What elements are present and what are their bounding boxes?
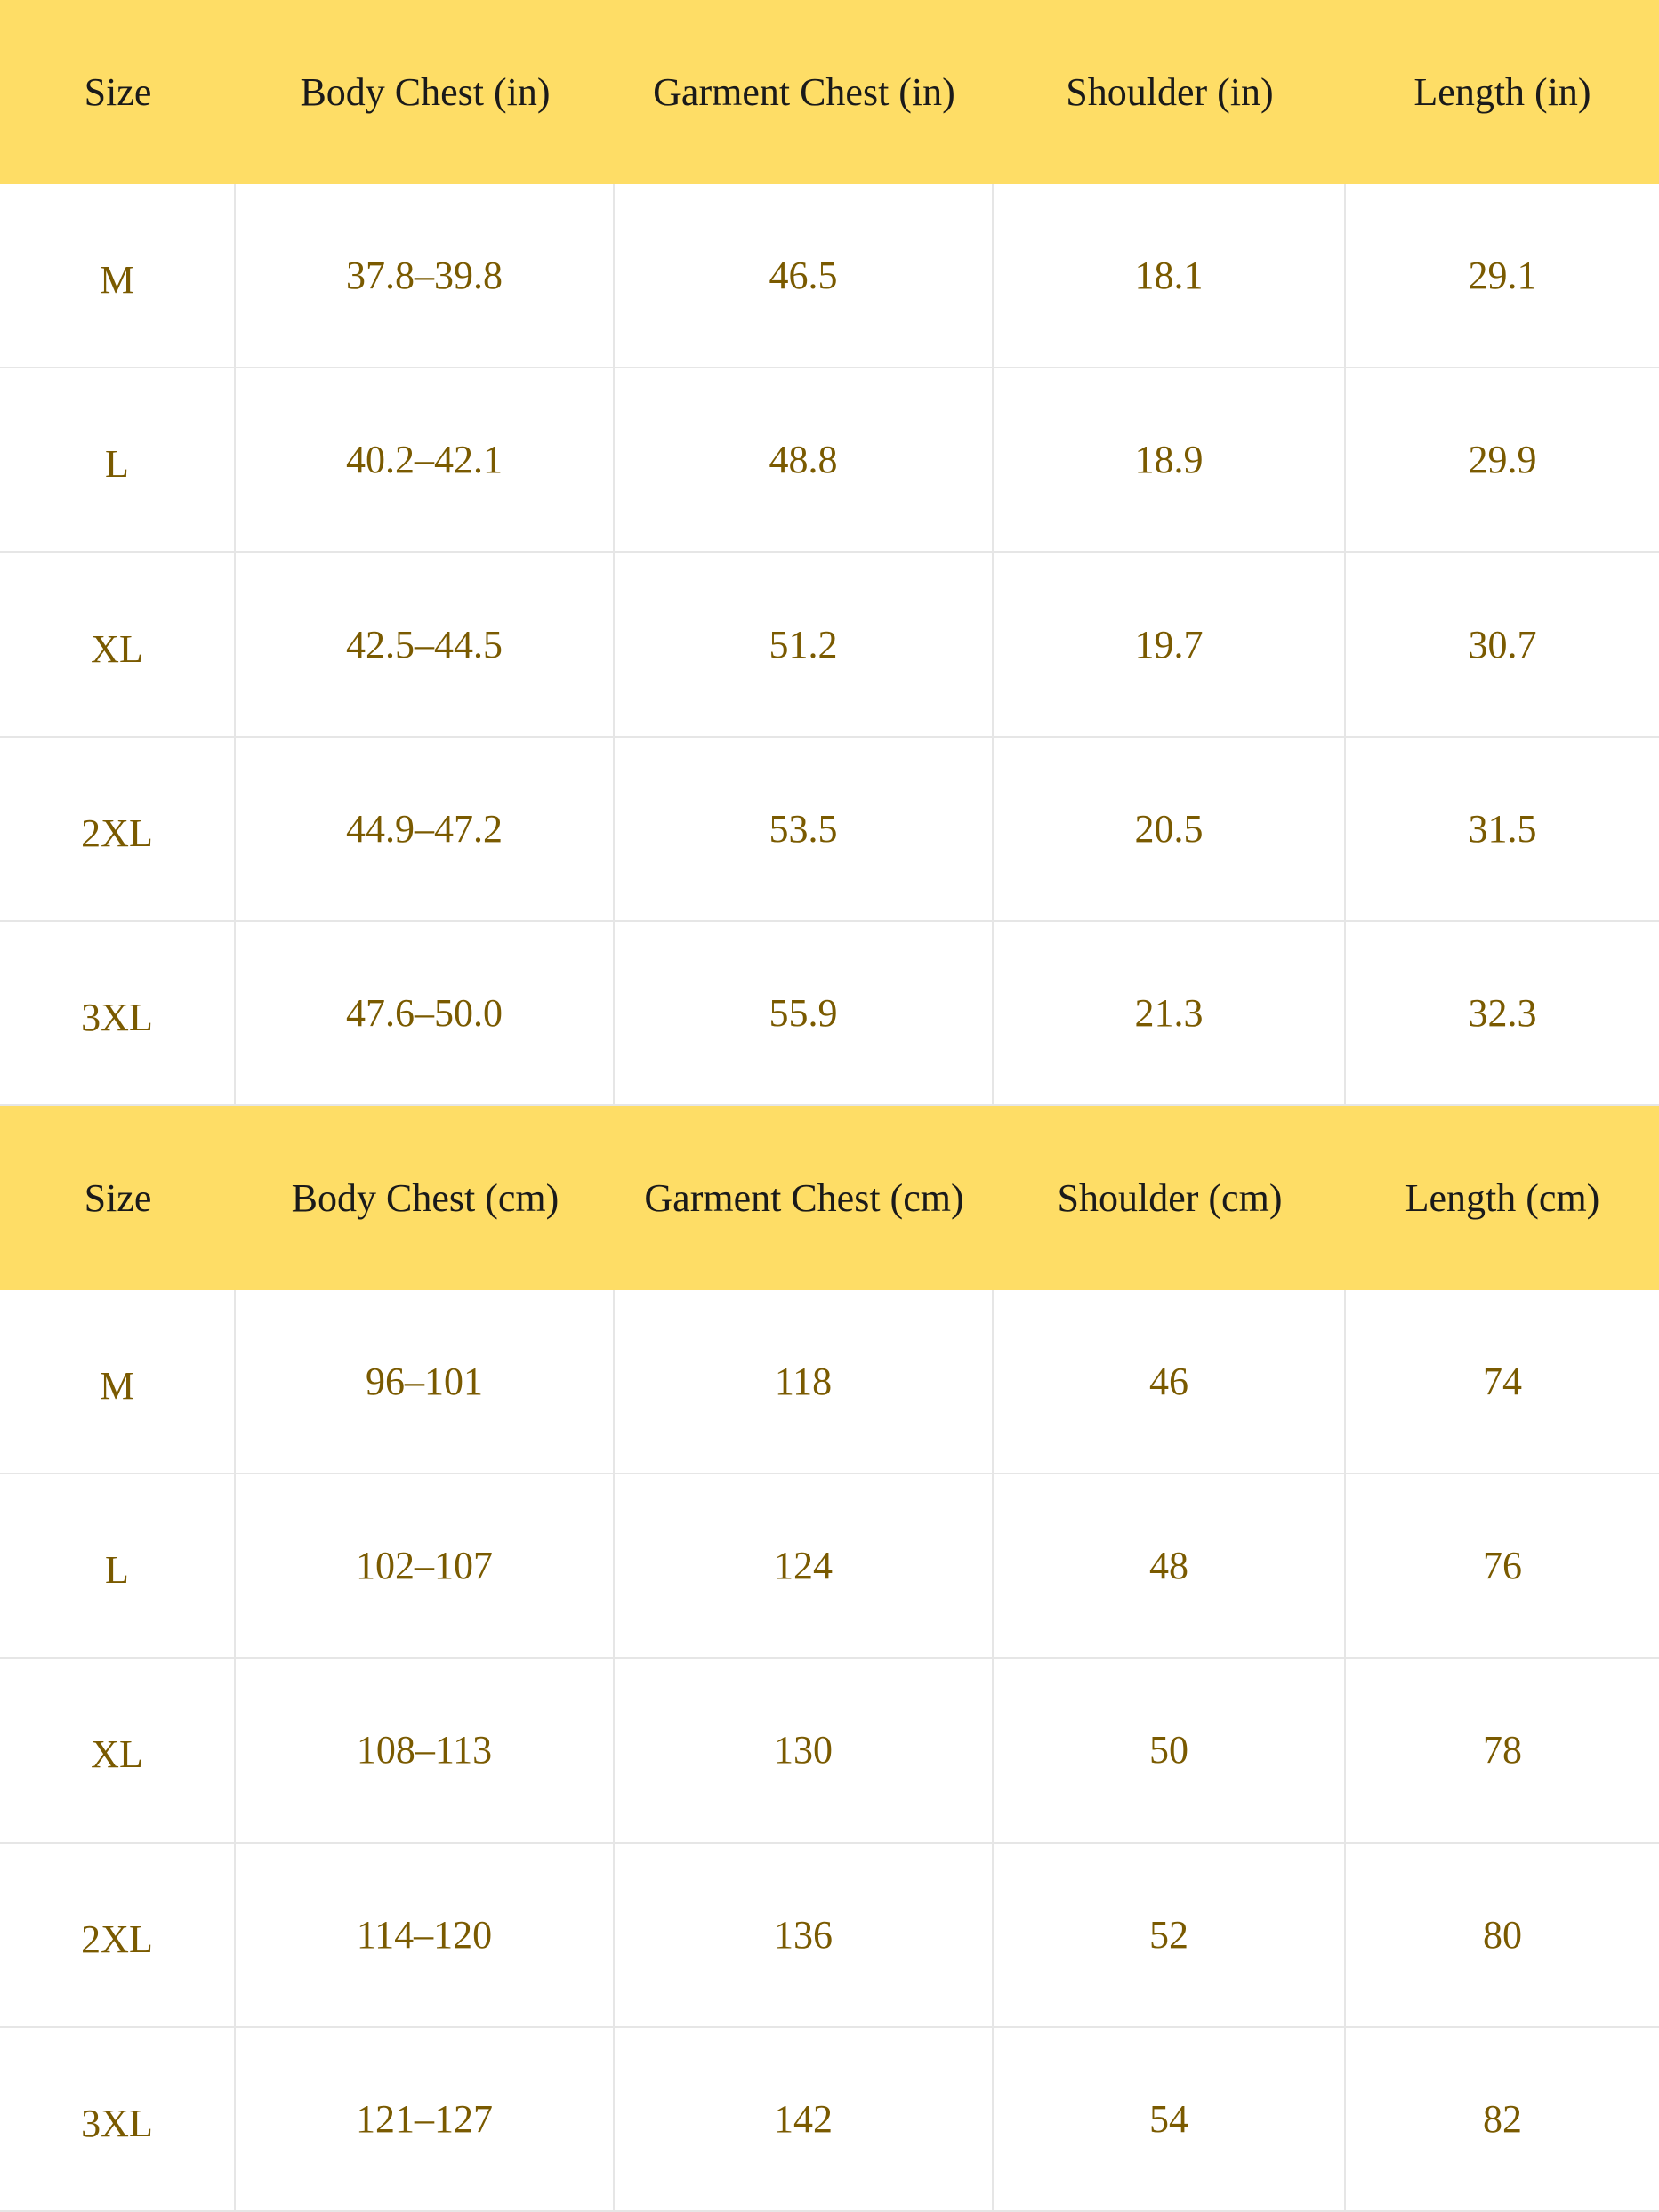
value-cell: 54	[994, 2027, 1346, 2212]
data-row: 2XL 114–120 136 52 80	[0, 1843, 1659, 2028]
size-table: Size Body Chest (in) Garment Chest (in) Sho…	[0, 0, 1659, 1106]
value-cell: 130	[615, 1659, 994, 1844]
value-cell: 30.7	[1346, 553, 1659, 738]
value-cell: 47.6–50.0	[236, 921, 615, 1106]
value-cell: 48	[994, 1474, 1346, 1659]
value-cell: 82	[1346, 2028, 1659, 2212]
size-cell: 2XL	[0, 1843, 236, 2028]
size-cell: XL	[0, 1659, 236, 1844]
value-cell: 114–120	[236, 1843, 615, 2028]
data-row: L 102–107 124 48 76	[0, 1474, 1659, 1659]
size-cell: L	[0, 368, 236, 553]
data-row: L 40.2–42.1 48.8 18.9 29.9	[0, 368, 1659, 553]
data-row: 3XL 47.6–50.0 55.9 21.3 32.3	[0, 921, 1659, 1106]
value-cell: 108–113	[236, 1659, 615, 1844]
header-cell: Size	[84, 70, 152, 115]
value-cell: 74	[1346, 1290, 1659, 1475]
value-cell: 136	[615, 1843, 994, 2028]
value-cell: 32.3	[1346, 922, 1659, 1106]
header-cell: Length (cm)	[1405, 1176, 1600, 1221]
value-cell: 48.8	[615, 368, 994, 553]
value-cell: 102–107	[236, 1474, 615, 1659]
value-cell: 55.9	[615, 921, 994, 1106]
value-cell: 46.5	[615, 184, 994, 369]
value-cell: 31.5	[1346, 738, 1659, 922]
data-row: 2XL 44.9–47.2 53.5 20.5 31.5	[0, 737, 1659, 922]
header-cell: Body Chest (in)	[300, 70, 551, 115]
value-cell: 53.5	[615, 737, 994, 922]
value-cell: 42.5–44.5	[236, 553, 615, 738]
header-cell: Size	[84, 1176, 152, 1221]
header-row: Size Body Chest (in) Garment Chest (in) Sho…	[0, 0, 1659, 185]
size-cell: M	[0, 1290, 236, 1475]
size-cell: XL	[0, 553, 236, 738]
value-cell: 20.5	[994, 737, 1346, 922]
value-cell: 96–101	[236, 1290, 615, 1475]
value-cell: 29.1	[1346, 184, 1659, 369]
value-cell: 50	[994, 1659, 1346, 1844]
value-cell: 76	[1346, 1474, 1659, 1659]
value-cell: 44.9–47.2	[236, 737, 615, 922]
header-cell: Garment Chest (in)	[653, 70, 955, 115]
value-cell: 21.3	[994, 921, 1346, 1106]
value-cell: 118	[615, 1290, 994, 1475]
value-cell: 29.9	[1346, 368, 1659, 553]
value-cell: 142	[615, 2027, 994, 2212]
value-cell: 19.7	[994, 553, 1346, 738]
value-cell: 46	[994, 1290, 1346, 1475]
size-cell: M	[0, 184, 236, 369]
data-row: M 37.8–39.8 46.5 18.1 29.1	[0, 184, 1659, 369]
value-cell: 18.9	[994, 368, 1346, 553]
data-row: XL 108–113 130 50 78	[0, 1659, 1659, 1844]
size-table: Size Body Chest (cm) Garment Chest (cm) Sho…	[0, 1105, 1659, 2212]
value-cell: 80	[1346, 1844, 1659, 2028]
data-row: 3XL 121–127 142 54 82	[0, 2027, 1659, 2212]
header-cell: Body Chest (cm)	[291, 1176, 560, 1221]
header-row: Size Body Chest (cm) Garment Chest (cm) Sho…	[0, 1105, 1659, 1291]
size-cell: 3XL	[0, 921, 236, 1106]
size-cell: 3XL	[0, 2027, 236, 2212]
header-cell: Garment Chest (cm)	[644, 1176, 964, 1221]
value-cell: 18.1	[994, 184, 1346, 369]
header-cell: Shoulder (cm)	[1057, 1176, 1283, 1221]
value-cell: 51.2	[615, 553, 994, 738]
value-cell: 124	[615, 1474, 994, 1659]
value-cell: 37.8–39.8	[236, 184, 615, 369]
data-row: XL 42.5–44.5 51.2 19.7 30.7	[0, 553, 1659, 738]
value-cell: 52	[994, 1843, 1346, 2028]
size-cell: 2XL	[0, 737, 236, 922]
header-cell: Length (in)	[1413, 70, 1591, 115]
value-cell: 78	[1346, 1659, 1659, 1844]
size-cell: L	[0, 1474, 236, 1659]
value-cell: 121–127	[236, 2027, 615, 2212]
value-cell: 40.2–42.1	[236, 368, 615, 553]
header-cell: Shoulder (in)	[1066, 70, 1274, 115]
data-row: M 96–101 118 46 74	[0, 1290, 1659, 1475]
